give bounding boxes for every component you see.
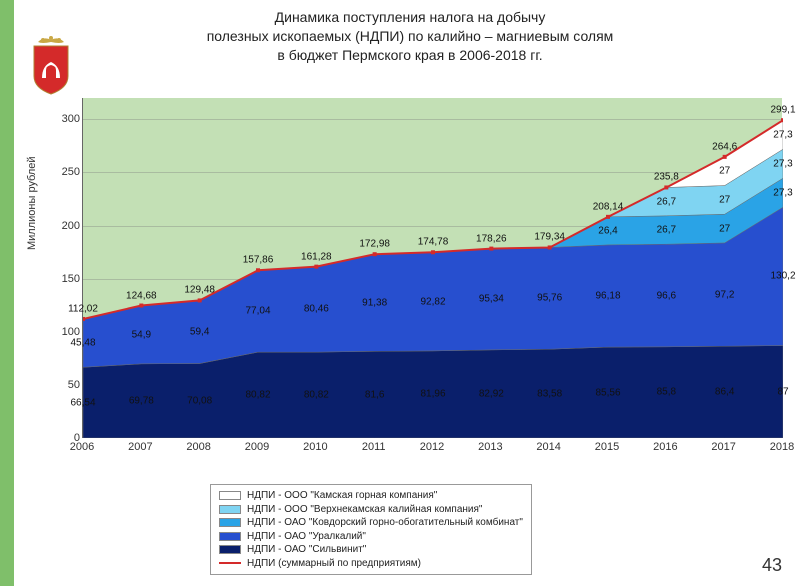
title-line-3: в бюджет Пермского края в 2006-2018 гг.: [60, 46, 760, 65]
legend-swatch: [219, 562, 241, 564]
data-label: 45,48: [70, 338, 95, 349]
sum-label: 235,8: [654, 172, 679, 183]
title-line-1: Динамика поступления налога на добычу: [60, 8, 760, 27]
sum-label: 157,86: [243, 255, 274, 266]
legend-swatch: [219, 532, 241, 541]
y-tick-label: 100: [62, 326, 80, 338]
data-label: 87: [777, 386, 788, 397]
legend-item: НДПИ - ОАО "Уралкалий": [219, 530, 523, 544]
data-label: 27,3: [773, 187, 792, 198]
legend-label: НДПИ - ОАО "Сильвинит": [247, 543, 366, 557]
x-tick-label: 2014: [536, 441, 560, 453]
data-label: 130,2: [770, 271, 795, 282]
chart-title: Динамика поступления налога на добычу по…: [0, 0, 800, 71]
data-label: 27: [719, 223, 730, 234]
data-label: 85,56: [595, 387, 620, 398]
x-tick-label: 2006: [70, 441, 94, 453]
data-label: 26,4: [598, 225, 617, 236]
data-label: 27,3: [773, 129, 792, 140]
data-label: 81,96: [420, 389, 445, 400]
legend-item: НДПИ - ООО "Верхнекамская калийная компа…: [219, 503, 523, 517]
data-label: 59,4: [190, 326, 209, 337]
y-tick-label: 50: [68, 379, 80, 391]
legend-item: НДПИ - ООО "Камская горная компания": [219, 489, 523, 503]
plot-area: 66,5469,7870,0880,8280,8281,681,9682,928…: [82, 98, 782, 438]
sum-label: 172,98: [359, 239, 390, 250]
y-tick-label: 150: [62, 273, 80, 285]
data-label: 27: [719, 194, 730, 205]
chart-container: 66,54 69,78 70,08 80,82 80,82 81,6 81,96 82,92 8…: [54, 98, 784, 478]
data-label: 27,3: [773, 158, 792, 169]
sum-label: 208,14: [593, 201, 624, 212]
x-tick-label: 2018: [770, 441, 794, 453]
legend-item: НДПИ - ОАО "Сильвинит": [219, 543, 523, 557]
legend-label: НДПИ - ОАО "Ковдорский горно-обогатитель…: [247, 516, 523, 530]
x-tick-label: 2016: [653, 441, 677, 453]
data-label: 95,34: [479, 294, 504, 305]
data-label: 54,9: [132, 329, 151, 340]
y-axis-label: Миллионы рублей: [26, 156, 38, 250]
sum-label: 264,6: [712, 141, 737, 152]
data-label: 92,82: [420, 296, 445, 307]
legend-swatch: [219, 545, 241, 554]
legend-item: НДПИ - ОАО "Ковдорский горно-обогатитель…: [219, 516, 523, 530]
x-tick-label: 2008: [186, 441, 210, 453]
x-tick-label: 2009: [245, 441, 269, 453]
left-stripe: [0, 0, 14, 586]
legend-label: НДПИ - ООО "Камская горная компания": [247, 489, 437, 503]
x-tick-label: 2017: [711, 441, 735, 453]
legend-label: НДПИ (суммарный по предприятиям): [247, 557, 421, 571]
sum-label: 112,02: [68, 303, 98, 314]
data-label: 70,08: [187, 395, 212, 406]
data-label: 95,76: [537, 293, 562, 304]
sum-line: [83, 98, 783, 438]
data-label: 27: [719, 166, 730, 177]
data-label: 26,7: [657, 196, 676, 207]
y-tick-label: 300: [62, 113, 80, 125]
x-tick-label: 2007: [128, 441, 152, 453]
data-label: 81,6: [365, 389, 384, 400]
data-label: 96,18: [595, 290, 620, 301]
x-tick-label: 2010: [303, 441, 327, 453]
sum-label: 124,68: [126, 290, 157, 301]
sum-label: 179,34: [534, 232, 565, 243]
data-label: 85,8: [657, 387, 676, 398]
legend-label: НДПИ - ОАО "Уралкалий": [247, 530, 366, 544]
data-label: 82,92: [479, 388, 504, 399]
data-label: 80,82: [245, 390, 270, 401]
data-label: 80,46: [304, 304, 329, 315]
data-label: 91,38: [362, 297, 387, 308]
legend-swatch: [219, 518, 241, 527]
legend-label: НДПИ - ООО "Верхнекамская калийная компа…: [247, 503, 482, 517]
legend-swatch: [219, 505, 241, 514]
data-label: 77,04: [245, 306, 270, 317]
data-label: 80,82: [304, 390, 329, 401]
title-line-2: полезных ископаемых (НДПИ) по калийно – …: [60, 27, 760, 46]
sum-label: 161,28: [301, 251, 332, 262]
legend-item: НДПИ (суммарный по предприятиям): [219, 557, 523, 571]
legend: НДПИ - ООО "Камская горная компания"НДПИ…: [210, 484, 532, 575]
x-tick-label: 2015: [595, 441, 619, 453]
x-tick-label: 2012: [420, 441, 444, 453]
data-label: 66,54: [70, 397, 95, 408]
sum-label: 299,1: [770, 105, 795, 116]
data-label: 83,58: [537, 388, 562, 399]
sum-label: 129,48: [184, 285, 215, 296]
y-tick-label: 200: [62, 220, 80, 232]
data-label: 26,7: [657, 225, 676, 236]
sum-label: 174,78: [418, 237, 449, 248]
data-label: 96,6: [657, 290, 676, 301]
y-tick-label: 250: [62, 166, 80, 178]
x-tick-label: 2011: [362, 441, 386, 453]
data-label: 97,2: [715, 289, 734, 300]
data-label: 86,4: [715, 387, 734, 398]
legend-swatch: [219, 491, 241, 500]
perm-krai-emblem: [28, 36, 74, 101]
sum-label: 178,26: [476, 233, 507, 244]
x-tick-label: 2013: [478, 441, 502, 453]
page-number: 43: [762, 555, 782, 576]
data-label: 69,78: [129, 395, 154, 406]
